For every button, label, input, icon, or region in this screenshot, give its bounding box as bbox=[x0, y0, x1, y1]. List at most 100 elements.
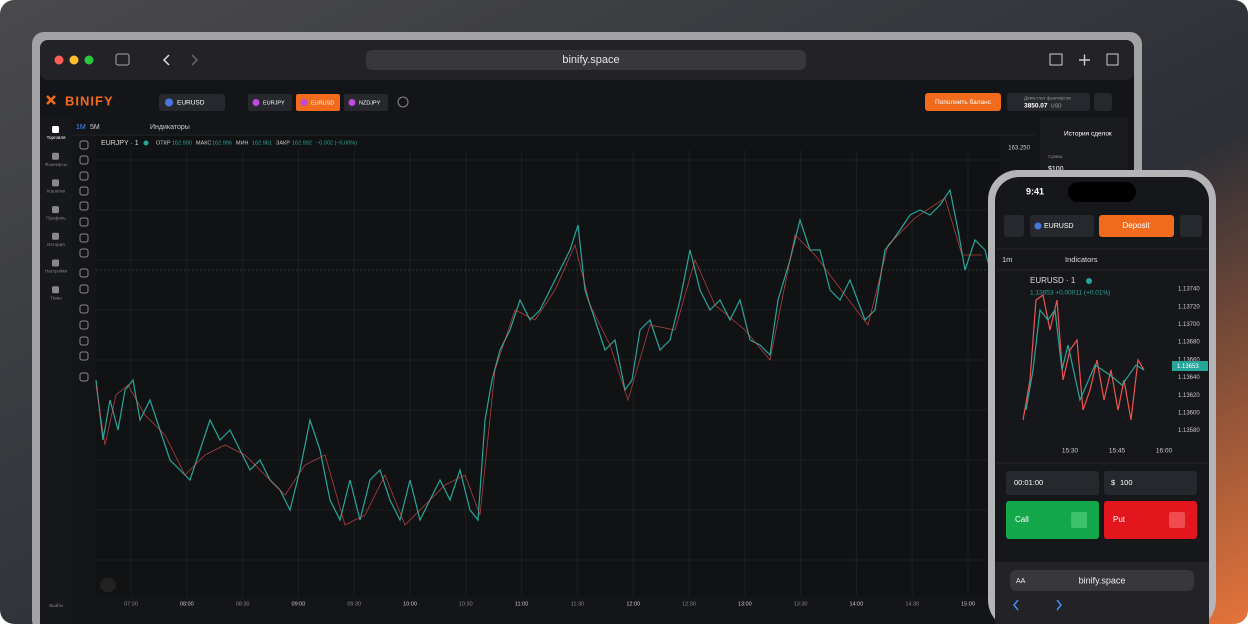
deposit-button[interactable] bbox=[925, 93, 1001, 111]
tab[interactable] bbox=[248, 94, 292, 111]
interval-1m[interactable]: 1M bbox=[76, 124, 86, 131]
phone-amount: 100 bbox=[1120, 478, 1133, 487]
amount-label: Сумма bbox=[1048, 154, 1063, 159]
timer-input[interactable] bbox=[1006, 471, 1099, 495]
sidebar-label[interactable]: Кошелек bbox=[47, 189, 65, 194]
phone-address-bar[interactable] bbox=[1010, 570, 1194, 591]
tool-icon[interactable] bbox=[79, 171, 89, 181]
sidebar-icon[interactable] bbox=[52, 232, 59, 240]
ohlc-value: 162.996 bbox=[212, 140, 232, 146]
chart-symbol: EURJPY · 1 bbox=[101, 140, 139, 147]
sidebar-icon[interactable] bbox=[52, 206, 59, 214]
amount-input[interactable] bbox=[1104, 471, 1197, 495]
time-tick-label: 16:00 bbox=[1156, 448, 1173, 455]
tool-icon[interactable] bbox=[79, 233, 89, 243]
dynamic-island bbox=[1068, 182, 1136, 202]
call-icon bbox=[1071, 512, 1087, 528]
ohlc-label: ОТКР bbox=[156, 140, 171, 146]
sidebar-icon[interactable] bbox=[52, 179, 59, 187]
text-size[interactable]: AA bbox=[1016, 578, 1026, 585]
phone-profile[interactable] bbox=[1180, 215, 1202, 237]
sidebar-label[interactable]: Торговля bbox=[47, 135, 66, 140]
profile-button[interactable] bbox=[1094, 93, 1112, 111]
zoom-dot[interactable] bbox=[84, 55, 94, 65]
minimize-dot[interactable] bbox=[69, 55, 79, 65]
price-tick-label: 1.13700 bbox=[1178, 322, 1200, 328]
x-tick-label: 15:00 bbox=[961, 601, 975, 607]
sidebar-icon[interactable] bbox=[52, 126, 59, 133]
new-tab-icon[interactable] bbox=[1079, 54, 1090, 66]
deposit-text: Пополнить баланс bbox=[935, 98, 992, 106]
tool-icon[interactable] bbox=[79, 186, 89, 196]
address-bar[interactable] bbox=[366, 50, 806, 70]
logo-icon bbox=[46, 95, 56, 105]
sidebar-icon[interactable] bbox=[52, 152, 59, 160]
sidebar-label[interactable]: Темы bbox=[50, 295, 61, 300]
x-tick-label: 12:00 bbox=[626, 601, 640, 607]
x-tick-label: 11:00 bbox=[515, 601, 528, 607]
tool-icon[interactable] bbox=[79, 284, 89, 294]
history-title: История сделок bbox=[1064, 131, 1112, 138]
x-tick-label: 08:00 bbox=[180, 601, 194, 607]
price-tick-label: 1.13740 bbox=[1178, 287, 1200, 293]
tool-icon[interactable] bbox=[79, 372, 89, 382]
phone-url: binify.space bbox=[1079, 575, 1126, 585]
account-label: Демо-счет фьючерсов bbox=[1024, 96, 1071, 101]
phone-pair-select[interactable] bbox=[1030, 215, 1094, 237]
sidebar-icon[interactable] bbox=[52, 286, 59, 294]
menu-button[interactable] bbox=[1004, 215, 1024, 237]
tab[interactable] bbox=[344, 94, 388, 111]
phone-interval[interactable]: 1m bbox=[1002, 255, 1012, 264]
x-tick-label: 10:00 bbox=[403, 601, 417, 607]
exit-label[interactable]: Выйти bbox=[49, 602, 63, 608]
tool-icon[interactable] bbox=[79, 155, 89, 165]
sidebar-label[interactable]: Профиль bbox=[46, 215, 66, 220]
sidebar-icon[interactable] bbox=[115, 53, 130, 66]
account-currency: USD bbox=[1051, 103, 1062, 109]
add-tab[interactable] bbox=[397, 96, 409, 108]
phone-currency: $ bbox=[1111, 478, 1116, 487]
tool-icon[interactable] bbox=[79, 201, 89, 211]
put-button[interactable] bbox=[1104, 501, 1197, 539]
x-tick-label: 09:00 bbox=[292, 601, 306, 607]
x-tick-label: 09:30 bbox=[347, 601, 361, 607]
call-button[interactable] bbox=[1006, 501, 1099, 539]
pair-select[interactable] bbox=[159, 94, 225, 111]
phone-deposit: Deposit bbox=[1122, 221, 1150, 230]
price-tick-label: 1.13660 bbox=[1178, 357, 1200, 363]
tool-icon[interactable] bbox=[79, 351, 89, 361]
x-tick-label: 10:30 bbox=[459, 601, 473, 607]
indicators[interactable]: Индикаторы bbox=[150, 124, 190, 131]
sidebar-label[interactable]: Фьючерсы bbox=[45, 162, 67, 167]
tool-icon[interactable] bbox=[79, 140, 89, 150]
phone-time: 9:41 bbox=[1026, 186, 1044, 196]
x-tick-label: 13:30 bbox=[794, 601, 808, 607]
forward-button[interactable] bbox=[191, 54, 199, 66]
phone-indicators[interactable]: Indicators bbox=[1065, 255, 1098, 264]
account-select[interactable] bbox=[1007, 93, 1090, 111]
back-button[interactable] bbox=[162, 54, 170, 66]
interval-5m[interactable]: 5M bbox=[90, 124, 100, 131]
share-icon[interactable] bbox=[1049, 53, 1063, 66]
tool-icon[interactable] bbox=[79, 320, 89, 330]
close-dot[interactable] bbox=[54, 55, 64, 65]
x-tick-label: 14:00 bbox=[850, 601, 864, 607]
tab-label: EURJPY bbox=[263, 100, 285, 106]
logo: BINIFY bbox=[65, 93, 114, 108]
tool-icon[interactable] bbox=[79, 268, 89, 278]
ohlc-label: ЗАКР bbox=[276, 140, 290, 146]
tool-icon[interactable] bbox=[79, 217, 89, 227]
url: binify.space bbox=[562, 54, 619, 66]
tabs-icon[interactable] bbox=[1106, 53, 1119, 66]
tab-flag bbox=[252, 99, 260, 106]
price-tick-label: 1.13600 bbox=[1178, 410, 1200, 416]
tool-icon[interactable] bbox=[79, 304, 89, 314]
tab[interactable] bbox=[296, 94, 340, 111]
sidebar-label[interactable]: История bbox=[47, 242, 65, 247]
sidebar-icon[interactable] bbox=[52, 259, 59, 267]
phone-nav[interactable] bbox=[1013, 599, 1062, 611]
tool-icon[interactable] bbox=[79, 336, 89, 346]
sidebar-label[interactable]: Настройки bbox=[45, 268, 68, 274]
phone-deposit-button[interactable] bbox=[1099, 215, 1174, 237]
tool-icon[interactable] bbox=[79, 248, 89, 258]
